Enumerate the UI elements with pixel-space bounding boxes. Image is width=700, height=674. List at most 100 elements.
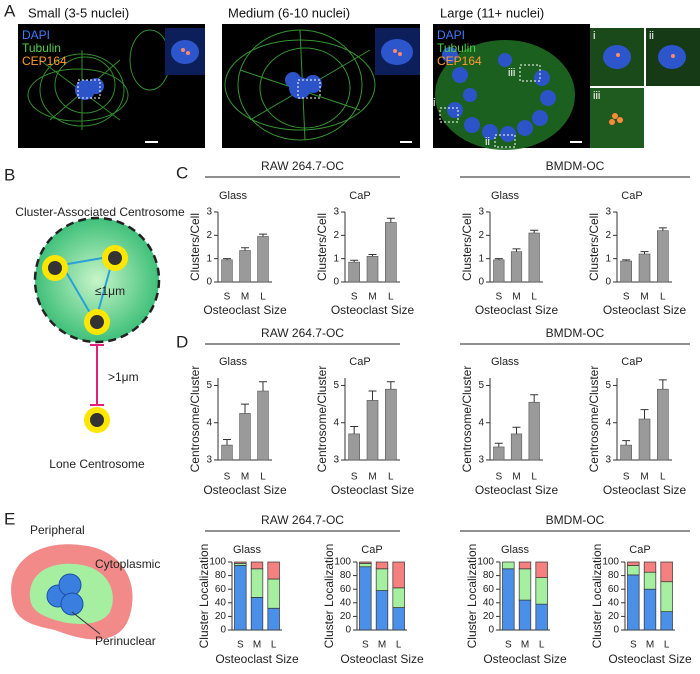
- bar-segment: [643, 571, 657, 590]
- bar-segment: [627, 565, 640, 576]
- error-bar: [658, 379, 667, 390]
- bar-segment: [375, 590, 389, 631]
- x-tick-label: M: [646, 640, 654, 651]
- zone-label: Cytoplasmic: [95, 557, 160, 571]
- region-label: i: [433, 97, 435, 109]
- bar-segment: [234, 565, 247, 631]
- y-tick-label: 3: [333, 455, 339, 466]
- bar: [221, 444, 233, 461]
- y-tick-label: 100: [477, 557, 494, 568]
- x-axis-label: Osteoclast Size: [340, 652, 424, 666]
- x-tick-label: S: [351, 472, 358, 483]
- bar-segment: [660, 581, 673, 612]
- bar: [257, 236, 269, 283]
- error-bar: [512, 426, 521, 434]
- distance-label: ≤1μm: [95, 284, 125, 298]
- group-header: BMDM-OC: [546, 326, 605, 340]
- group-header: RAW 264.7-OC: [261, 326, 344, 340]
- bar: [528, 401, 540, 461]
- y-tick-label: 3: [478, 207, 484, 218]
- bar: [638, 253, 651, 283]
- y-tick-label: 3: [605, 207, 611, 218]
- bar: [366, 400, 379, 461]
- x-tick-label: M: [512, 292, 520, 303]
- bar: [348, 261, 360, 283]
- image-title: Large (11+ nuclei): [440, 5, 544, 20]
- chart-title: Glass: [491, 356, 520, 368]
- error-bar: [640, 409, 649, 419]
- bar-segment: [643, 588, 657, 631]
- error-bar: [622, 259, 631, 261]
- x-axis-label: Osteoclast Size: [475, 483, 559, 497]
- y-tick-label: 1: [206, 253, 212, 264]
- bar-segment: [375, 561, 389, 570]
- bar-segment: [267, 578, 280, 609]
- bar-segment: [250, 568, 264, 598]
- bar: [620, 444, 632, 461]
- y-tick-label: 3: [206, 207, 212, 218]
- bar: [657, 388, 669, 461]
- y-tick-label: 5: [605, 380, 611, 391]
- x-tick-label: M: [640, 472, 648, 483]
- bar: [239, 250, 251, 283]
- y-tick-label: 3: [478, 455, 484, 466]
- x-tick-label: S: [351, 292, 358, 303]
- y-tick-label: 0: [220, 625, 226, 636]
- y-tick-label: 20: [483, 611, 495, 622]
- bar-segment: [627, 561, 640, 566]
- error-bar: [512, 248, 521, 252]
- error-bar: [259, 233, 267, 237]
- x-tick-label: L: [260, 472, 266, 483]
- chart-title: CaP: [621, 356, 642, 368]
- x-tick-label: M: [241, 292, 249, 303]
- y-tick-label: 4: [478, 417, 484, 428]
- chart-title: Glass: [219, 190, 248, 202]
- error-bar: [658, 227, 667, 231]
- x-tick-label: M: [512, 472, 520, 483]
- y-tick-label: 2: [333, 230, 339, 241]
- y-tick-label: 60: [483, 584, 495, 595]
- x-axis-label: Osteoclast Size: [215, 652, 299, 666]
- bar-segment: [359, 566, 372, 631]
- bar: [366, 256, 379, 283]
- error-bar: [368, 390, 377, 401]
- x-axis-label: Osteoclast Size: [603, 483, 687, 497]
- x-tick-label: M: [241, 472, 249, 483]
- y-axis-label: Clusters/Cell: [460, 213, 474, 281]
- bar-segment: [518, 568, 532, 601]
- bar-segment: [392, 561, 405, 589]
- chart-title: CaP: [349, 190, 370, 202]
- bar-segment: [359, 561, 372, 564]
- bar-segment: [518, 561, 532, 570]
- panel-label: B: [4, 165, 15, 184]
- y-tick-label: 3: [605, 455, 611, 466]
- bar: [493, 446, 505, 461]
- y-tick-label: 3: [333, 207, 339, 218]
- bar: [493, 259, 505, 283]
- y-tick-label: 4: [333, 417, 339, 428]
- x-tick-label: L: [396, 640, 402, 651]
- chart-title: Glass: [219, 356, 248, 368]
- y-tick-label: 60: [215, 584, 227, 595]
- error-bar: [259, 381, 267, 392]
- distance-label: >1μm: [108, 370, 139, 384]
- y-axis-label: Cluster Localization: [590, 544, 604, 649]
- y-axis-label: Clusters/Cell: [188, 213, 202, 281]
- micrographs: [18, 24, 700, 150]
- y-axis-label: Cluster Localization: [197, 544, 211, 649]
- bar-segment: [627, 574, 640, 631]
- chart-title: CaP: [621, 190, 642, 202]
- x-tick-label: M: [640, 292, 648, 303]
- x-axis-label: Osteoclast Size: [483, 652, 567, 666]
- x-tick-label: M: [368, 292, 376, 303]
- x-tick-label: S: [630, 640, 637, 651]
- x-tick-label: S: [623, 472, 630, 483]
- error-bar: [223, 258, 231, 260]
- y-tick-label: 1: [333, 253, 339, 264]
- bar-segment: [267, 561, 280, 580]
- bar-segment: [535, 561, 548, 578]
- y-tick-label: 100: [602, 557, 619, 568]
- image-title: Small (3-5 nuclei): [28, 5, 129, 20]
- bar-segment: [660, 561, 673, 583]
- panel-label: C: [176, 163, 188, 182]
